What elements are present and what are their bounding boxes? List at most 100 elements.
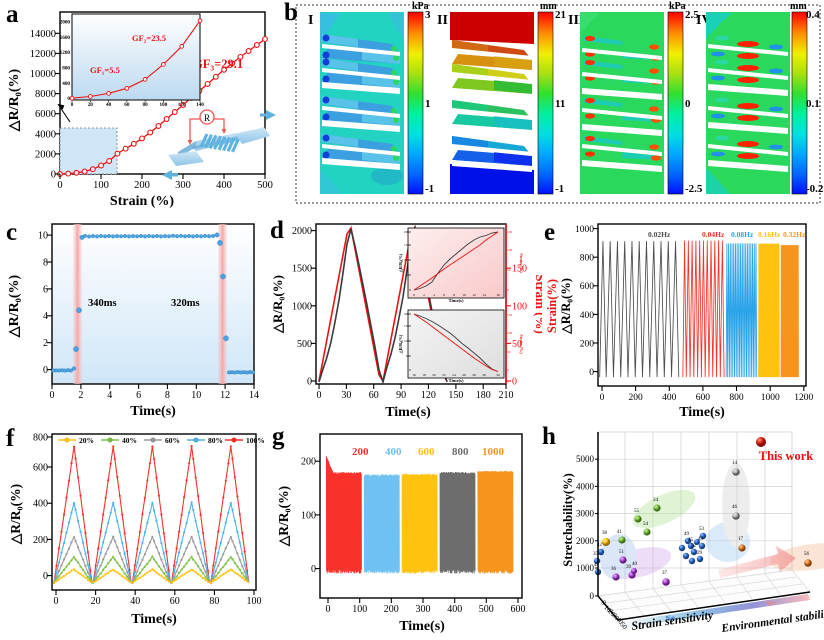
svg-text:1500: 1500 [292,264,312,275]
panel-h-this-work-label: This work [759,449,814,463]
svg-text:1000: 1000 [404,258,411,262]
svg-text:500: 500 [406,273,412,277]
svg-text:1500: 1500 [404,324,411,328]
svg-text:0: 0 [43,365,48,376]
svg-text:8: 8 [165,390,170,401]
svg-text:150: 150 [507,313,513,317]
svg-text:1200: 1200 [60,50,71,56]
svg-text:140: 140 [196,102,204,108]
panel-f-legend-label-4: 80% [208,436,223,445]
svg-text:80: 80 [143,102,149,108]
panel-d-label: d [270,218,284,243]
panel-d-inset-bottom-xlabel: Time(s) [449,378,464,383]
svg-text:0: 0 [413,293,415,297]
svg-text:1500: 1500 [404,243,411,247]
svg-text:40: 40 [106,102,112,108]
panel-h-chart: 38 34 55 54 41 51 36 39 40 37 42 35 44 4… [540,420,824,640]
svg-text:600: 600 [33,462,48,473]
panel-a: a [0,0,280,212]
svg-text:0: 0 [507,288,509,292]
panel-g-xlabel: Time(s) [399,619,445,634]
panel-b-sub-II-min: -1 [555,183,564,195]
svg-text:1600: 1600 [60,35,71,41]
svg-text:100: 100 [512,301,527,312]
panel-e-chart: 0.02Hz 0.04Hz 0.08Hz 0.16Hz 0.32Hz 0 200 4… [540,210,824,422]
svg-text:2: 2 [43,338,48,349]
panel-d-inset-top-ylabel-left: △R/R₀(%) [398,253,403,273]
svg-text:R: R [204,113,210,123]
panel-a-inset-gf2-label: GF₂=23.5 [132,33,166,43]
panel-d-ylabel-left: △R/R₀(%) [270,275,285,334]
svg-text:100: 100 [301,510,316,521]
svg-text:4: 4 [43,311,48,322]
svg-text:150: 150 [507,230,513,234]
panel-d-chart: 0 30 60 90 120 150 180 210 05001000 15002000 … [268,210,542,422]
svg-text:6000: 6000 [35,109,56,120]
svg-text:2000: 2000 [404,312,411,316]
panel-g-block-label-4: 800 [452,446,469,458]
svg-text:300: 300 [175,180,191,191]
svg-text:120: 120 [421,390,436,401]
panel-c-ylabel: △R/R₀(%) [7,274,22,338]
svg-text:200: 200 [134,180,150,191]
panel-b-sub-III-mid: 0 [685,98,691,110]
svg-text:400: 400 [33,499,48,510]
ref-55: 55 [634,509,640,514]
panel-b-subpanel-III: III [568,1,703,195]
panel-b-sub-I-id: I [308,13,313,28]
panel-a-gf3-label: GF₃=29.1 [193,57,243,71]
panel-a-xlabel: Strain (%) [110,194,175,209]
svg-text:2: 2 [78,390,83,401]
svg-text:60: 60 [369,390,379,401]
panel-e-freq-label-1: 0.02Hz [648,230,671,239]
panel-h-label: h [542,424,556,449]
ref-39: 39 [626,565,632,570]
svg-text:400: 400 [580,311,595,321]
panel-a-chart: R GF₃=29.1 0 100 200 300 400 500 020004000 6… [0,0,280,212]
panel-h-ztick-yes: Yes [765,598,777,608]
svg-text:0: 0 [71,102,74,108]
ref-49: 49 [684,532,690,537]
panel-e-freq-label-4: 0.16Hz [758,230,781,239]
svg-text:26: 26 [462,373,466,377]
svg-text:300: 300 [416,604,431,615]
panel-a-label: a [6,2,19,27]
panel-b-sub-I-max: 3 [425,9,431,21]
svg-text:5000: 5000 [576,454,595,464]
svg-text:500: 500 [257,180,273,191]
svg-text:1200: 1200 [794,393,813,403]
panel-g-block-label-2: 400 [385,446,402,458]
svg-text:600: 600 [580,282,595,292]
svg-text:1000: 1000 [575,225,594,235]
ref-38: 38 [602,531,608,536]
panel-f-legend-label-2: 40% [122,436,137,445]
svg-text:4: 4 [107,390,112,401]
svg-text:100: 100 [93,180,109,191]
svg-text:800: 800 [580,254,595,264]
svg-text:200: 200 [384,604,399,615]
panel-g-chart: 200 400 600 800 1000 0 100 200 300 400 500 6… [268,420,542,640]
svg-text:4000: 4000 [35,129,56,140]
panel-b-sub-II-mid: 11 [555,98,565,110]
panel-b-sub-III-min: -2.5 [685,183,703,195]
svg-text:8: 8 [453,293,455,297]
svg-text:400: 400 [216,180,232,191]
svg-text:0: 0 [54,596,59,607]
panel-f-legend-label-5: 100% [246,436,265,445]
panel-e-label: e [544,220,555,245]
panel-f-chart: 20% 40% 60% 80% 100% 0 20 40 60 80 100 02004… [0,420,272,640]
panel-a-inset: GF₁=5.5 GF₂=23.5 0 20 40 60 80 100 120 140 04… [60,14,205,108]
svg-text:200: 200 [628,393,643,403]
panel-c-rise-time-label: 340ms [88,298,117,309]
svg-text:400: 400 [662,393,677,403]
panel-h-ylabel: Stretchability(%) [561,473,575,567]
svg-text:4000: 4000 [576,481,595,491]
ref-29: 29 [697,551,703,556]
panel-f-legend-label-3: 60% [165,436,180,445]
svg-text:800: 800 [33,433,48,444]
svg-text:10: 10 [462,293,466,297]
ref-36: 36 [611,567,617,572]
ref-53: 53 [699,527,705,532]
svg-text:20: 20 [91,596,101,607]
ref-56: 56 [804,552,810,557]
